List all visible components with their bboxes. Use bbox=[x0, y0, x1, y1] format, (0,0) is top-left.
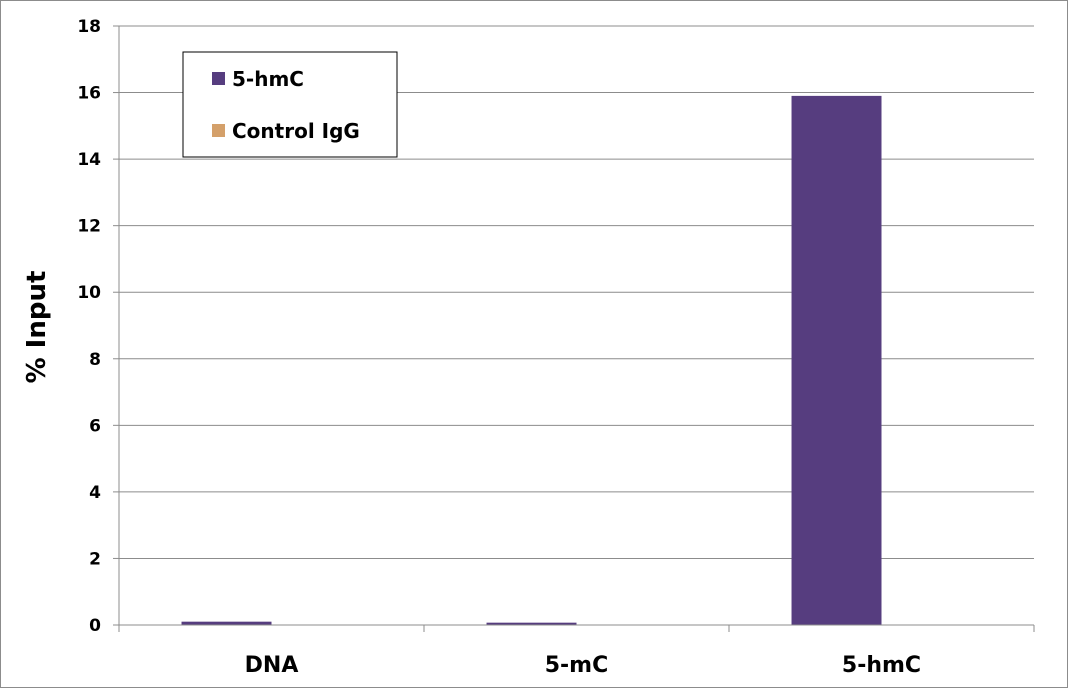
x-category-label: 5-mC bbox=[545, 653, 609, 678]
legend-label: Control IgG bbox=[232, 119, 360, 143]
axes bbox=[118, 26, 1035, 632]
x-axis-categories: DNA 5-mC 5-hmC bbox=[245, 653, 921, 678]
y-tick-label: 6 bbox=[89, 416, 101, 436]
y-axis-label: % Input bbox=[22, 271, 52, 384]
bars bbox=[181, 95, 882, 626]
bar bbox=[181, 621, 272, 625]
y-tick-label: 0 bbox=[89, 616, 101, 636]
legend-box bbox=[182, 51, 398, 158]
y-tick-label: 2 bbox=[89, 549, 101, 569]
legend-label: 5-hmC bbox=[232, 67, 304, 91]
gridlines bbox=[119, 25, 1034, 559]
x-category-label: DNA bbox=[245, 653, 299, 678]
bar bbox=[486, 622, 577, 625]
y-axis-ticks: 0 2 4 6 8 10 12 14 16 18 bbox=[77, 17, 119, 636]
y-tick-label: 12 bbox=[77, 217, 101, 237]
y-tick-label: 16 bbox=[77, 84, 101, 104]
y-tick-label: 4 bbox=[89, 483, 101, 503]
x-category-label: 5-hmC bbox=[842, 653, 921, 678]
y-tick-label: 14 bbox=[77, 150, 101, 170]
legend: 5-hmC Control IgG bbox=[182, 51, 398, 158]
bar bbox=[791, 95, 882, 626]
legend-swatch bbox=[212, 124, 225, 137]
y-tick-label: 18 bbox=[77, 17, 101, 37]
y-tick-label: 8 bbox=[89, 350, 101, 370]
y-tick-label: 10 bbox=[77, 283, 101, 303]
legend-swatch bbox=[212, 72, 225, 85]
